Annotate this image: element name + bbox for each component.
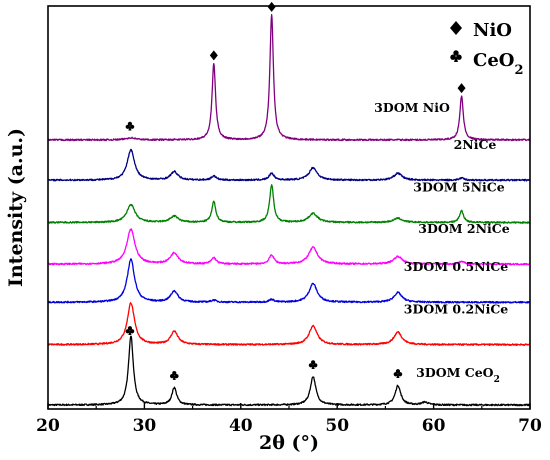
x-tick-label: 50 (325, 416, 349, 436)
series-line-3dom-5nice (47, 184, 531, 224)
series-label-3dom-0-5nice: 3DOM 0.5NiCe (404, 259, 508, 274)
series-label-3dom-0-2nice: 3DOM 0.2NiCe (404, 301, 508, 316)
series-line-3dom-0-5nice (47, 258, 531, 304)
series-label-3dom-nio: 3DOM NiO (374, 100, 450, 115)
x-tick-label: 60 (422, 416, 446, 436)
y-axis-title: Intensity (a.u.) (5, 128, 27, 287)
ceo2-marker (169, 371, 179, 380)
legend-ceo2-label: CeO2 (473, 50, 524, 78)
legend-nio-symbol (450, 21, 462, 35)
series-line-3dom-2nice (47, 228, 531, 266)
ceo2-marker (308, 360, 318, 369)
ceo2-marker (125, 121, 135, 131)
x-tick-label: 40 (229, 416, 253, 436)
x-tick-label: 30 (133, 416, 157, 436)
series-label-3dom-ceo2: 3DOM CeO2 (416, 365, 500, 385)
legend-nio-label: NiO (473, 20, 512, 41)
nio-marker (209, 50, 218, 61)
ceo2-marker (125, 326, 135, 335)
series-label-3dom-5nice: 3DOM 5NiCe (413, 179, 504, 194)
series-line-2nice (47, 148, 531, 182)
series-label-2nice: 2NiCe (454, 137, 497, 152)
nio-marker (457, 83, 466, 94)
x-axis-ticks: 20 30 40 50 60 70 (36, 403, 542, 436)
peak-markers (125, 1, 466, 380)
series-line-3dom-0-2nice (47, 302, 531, 346)
nio-marker (267, 1, 276, 12)
x-tick-label: 20 (36, 416, 60, 436)
legend-ceo2-symbol (450, 50, 462, 62)
series-labels: 3DOM CeO2 3DOM 0.2NiCe 3DOM 0.5NiCe 3DOM 2N… (374, 100, 510, 385)
series-line-3dom-nio (47, 14, 531, 142)
x-tick-label: 70 (518, 416, 542, 436)
series-curves (47, 14, 531, 407)
ceo2-marker (393, 369, 403, 378)
plot-frame (47, 5, 531, 410)
series-label-3dom-2nice: 3DOM 2NiCe (418, 221, 509, 236)
x-axis-title: 2θ (°) (259, 432, 319, 454)
series-line-3dom-ceo2 (47, 335, 531, 407)
legend: NiO CeO2 (450, 20, 524, 78)
